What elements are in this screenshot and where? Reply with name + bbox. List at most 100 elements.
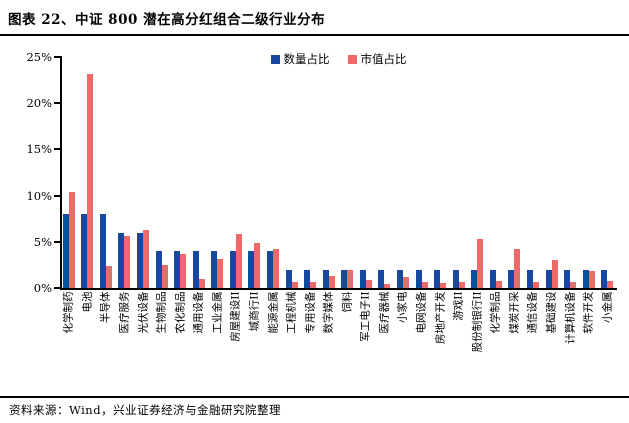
y-tick-mark — [54, 287, 60, 289]
bar-count — [304, 269, 311, 288]
legend-label-count-share: 数量占比 — [283, 52, 330, 66]
footer-divider — [0, 396, 629, 398]
x-category-label: 化学制品 — [489, 291, 502, 334]
bar-mcap — [235, 234, 242, 288]
bar-count — [471, 269, 478, 288]
bar-mcap — [161, 264, 168, 288]
x-category-label: 基础建设 — [545, 291, 558, 334]
legend: 数量占比 市值占比 — [60, 52, 617, 66]
x-category-label: 城商行II — [248, 291, 261, 332]
bar-mcap — [68, 191, 75, 288]
y-tick-label: 25% — [26, 50, 52, 64]
bar-count — [508, 269, 515, 288]
legend-label-mcap-share: 市值占比 — [360, 52, 407, 66]
x-category-label: 电池 — [81, 291, 94, 313]
bar-mcap — [180, 253, 187, 288]
bar-mcap — [328, 275, 335, 288]
bar-mcap — [421, 282, 428, 288]
y-tick-label: 5% — [33, 234, 52, 249]
bar-count — [434, 269, 441, 288]
y-tick-mark — [54, 194, 60, 197]
series1-swatch-icon — [270, 54, 280, 64]
title-divider — [0, 34, 629, 36]
bar-mcap — [310, 281, 317, 288]
y-tick-mark — [54, 240, 60, 243]
x-category-label: 计算机设备 — [564, 291, 577, 345]
bar-mcap — [87, 73, 94, 288]
bar-count — [192, 251, 199, 288]
bar-count — [601, 269, 608, 288]
y-tick-mark — [54, 56, 60, 58]
bar-mcap — [124, 236, 131, 288]
bar-mcap — [143, 229, 150, 288]
bar-mcap — [273, 249, 280, 288]
bar-count — [452, 269, 459, 288]
bar-count — [285, 269, 292, 288]
x-category-label: 游戏II — [452, 291, 465, 321]
x-category-label: 数字媒体 — [322, 291, 335, 334]
bar-mcap — [347, 269, 354, 288]
x-category-label: 工程机械 — [285, 291, 298, 334]
bar-count — [526, 269, 533, 288]
y-tick-label: 0% — [33, 281, 52, 295]
y-tick-label: 15% — [26, 142, 52, 157]
bar-count — [564, 269, 571, 288]
x-category-label: 通信设备 — [526, 291, 539, 334]
x-category-label: 医疗服务 — [118, 291, 131, 334]
x-category-label: 通用设备 — [192, 291, 205, 334]
bar-mcap — [551, 260, 558, 288]
x-category-label: 电网设备 — [415, 291, 428, 334]
chart-title: 图表 22、中证 800 潜在高分红组合二级行业分布 — [8, 12, 326, 28]
x-category-label: 医疗器械 — [378, 291, 391, 334]
x-category-label: 农化制品 — [174, 291, 187, 334]
x-axis-line — [60, 288, 617, 290]
x-category-label: 半导体 — [99, 291, 112, 324]
bar-mcap — [217, 259, 224, 288]
bar-count — [62, 214, 69, 288]
bar-count — [545, 269, 552, 288]
x-category-label: 房屋建设II — [229, 291, 242, 342]
x-category-label: 专用设备 — [304, 291, 317, 334]
bar-mcap — [254, 242, 261, 288]
bar-mcap — [514, 249, 521, 288]
bar-count — [118, 232, 125, 288]
y-axis-line — [60, 56, 62, 288]
bar-mcap — [384, 284, 391, 288]
bar-mcap — [532, 282, 539, 288]
bar-count — [489, 269, 496, 288]
y-tick-mark — [54, 148, 60, 151]
bar-count — [137, 232, 144, 288]
bar-count — [81, 214, 88, 288]
bar-mcap — [291, 282, 298, 288]
bar-count — [582, 269, 589, 288]
bar-count — [248, 251, 255, 288]
bar-count — [359, 269, 366, 288]
bar-mcap — [495, 280, 502, 288]
bar-count — [211, 251, 218, 288]
x-category-label: 能源金属 — [267, 291, 280, 334]
x-category-label: 小金属 — [601, 291, 614, 324]
bar-mcap — [365, 279, 372, 288]
bar-mcap — [477, 239, 484, 288]
x-category-label: 房地产开发 — [434, 291, 447, 345]
x-category-label: 股份制银行II — [471, 291, 484, 353]
x-category-label: 化学制药 — [62, 291, 75, 334]
bar-mcap — [105, 265, 112, 288]
bar-mcap — [607, 280, 614, 288]
bar-count — [322, 269, 329, 288]
bar-count — [99, 214, 106, 288]
bar-count — [341, 269, 348, 288]
bar-count — [267, 251, 274, 288]
bar-count — [396, 269, 403, 288]
x-category-label: 光伏设备 — [137, 291, 150, 334]
source-note: 资料来源：Wind，兴业证券经济与金融研究院整理 — [9, 403, 282, 417]
bar-mcap — [588, 271, 595, 288]
x-category-label: 饲料 — [341, 291, 354, 313]
bar-count — [415, 269, 422, 288]
x-category-label: 军工电子II — [359, 291, 372, 342]
x-category-label: 小家电 — [396, 291, 409, 324]
series2-swatch-icon — [347, 54, 357, 64]
x-category-label: 软件开发 — [582, 291, 595, 334]
x-category-label: 煤炭开采 — [508, 291, 521, 334]
